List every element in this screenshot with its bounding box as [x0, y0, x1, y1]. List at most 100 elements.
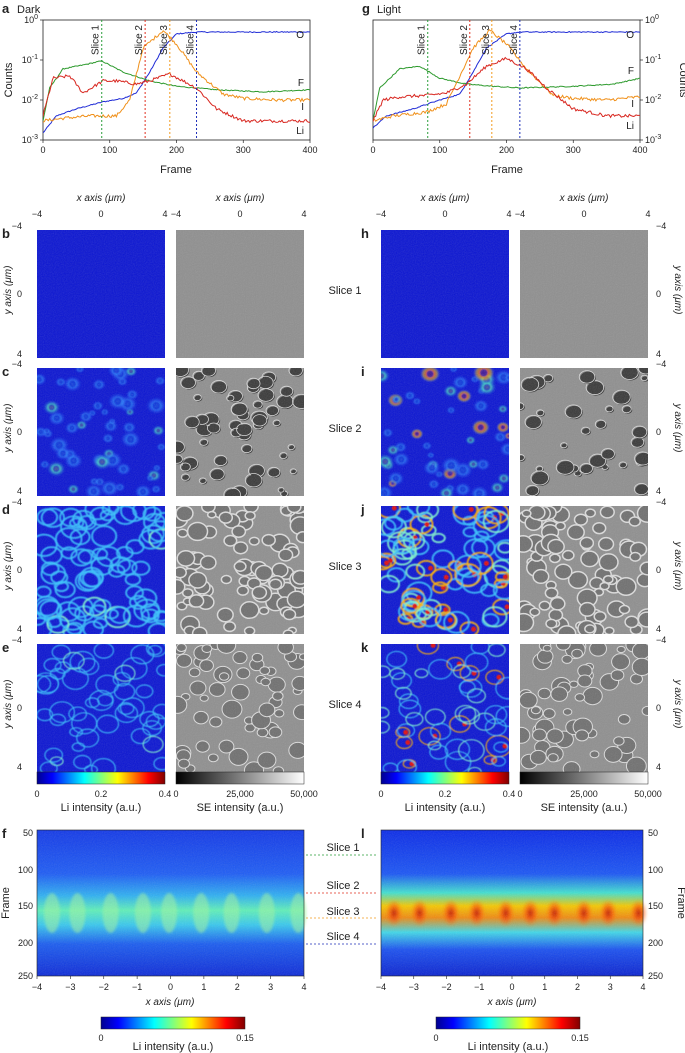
li-kymo-colorbar-left	[100, 1016, 246, 1030]
x-tick-label: 0	[40, 145, 45, 155]
svg-text:0: 0	[17, 427, 22, 437]
svg-text:0: 0	[656, 427, 661, 437]
slice-marker-label-1: Slice 1	[417, 25, 428, 55]
svg-text:4: 4	[162, 209, 167, 219]
svg-text:0: 0	[17, 565, 22, 575]
li-kymo-colorbar-label-right: Li intensity (a.u.)	[468, 1041, 549, 1053]
map-h-xaxis-label: x axis (μm)	[420, 193, 470, 204]
svg-text:4: 4	[656, 624, 661, 634]
svg-text:−4: −4	[12, 635, 22, 645]
map-j-se	[520, 506, 648, 634]
map-grid	[37, 230, 648, 772]
map-e-se	[176, 644, 304, 772]
slice-label-2: Slice 2	[328, 423, 361, 435]
series-label-li: Li	[296, 126, 304, 137]
map-h-se	[520, 230, 648, 358]
x-tick-label: 400	[302, 145, 317, 155]
svg-text:50: 50	[648, 828, 658, 838]
map-top-ticks: −4 0 4 −4 0 4 −4 0 4 −4 0 4	[32, 209, 651, 219]
kymo-x-tick-label: 2	[235, 982, 240, 992]
colorbars-maps: 0 0.2 0.4 0 25,000 50,000 0 0.2 0.4 0 25…	[34, 771, 662, 814]
svg-text:100: 100	[648, 865, 663, 875]
svg-text:25,000: 25,000	[570, 789, 598, 799]
svg-text:0: 0	[581, 209, 586, 219]
svg-text:250: 250	[18, 971, 33, 981]
kymograph-l-ylabel: Frame	[675, 887, 685, 919]
kymo-x-tick-label: 0	[509, 982, 514, 992]
svg-text:0: 0	[656, 703, 661, 713]
svg-text:4: 4	[17, 349, 22, 359]
slice-marker-label-3: Slice 3	[481, 25, 492, 55]
colorbars-kymo: 0 0.15 0 0.15 Li intensity (a.u.) Li int…	[98, 1016, 589, 1053]
series-line-o	[43, 30, 310, 134]
kymograph-l	[380, 829, 648, 977]
se-colorbar-label-right: SE intensity (a.u.)	[541, 802, 628, 814]
series-label-o: O	[296, 30, 304, 41]
svg-text:0: 0	[433, 1033, 438, 1043]
panel-letter-d: d	[2, 502, 10, 517]
li-colorbar-label-left: Li intensity (a.u.)	[61, 802, 142, 814]
slice-marker-label-1: Slice 1	[91, 25, 102, 55]
chart-g-frame	[372, 19, 641, 141]
li-colorbar-label-right: Li intensity (a.u.)	[405, 802, 486, 814]
panel-letter-h: h	[361, 226, 369, 241]
series-line-f	[43, 59, 310, 122]
series-label-li: Li	[626, 121, 634, 132]
chart-a-xlabel: Frame	[160, 164, 192, 176]
chart-g-ylabel: Counts	[677, 63, 685, 98]
svg-text:0: 0	[378, 789, 383, 799]
header-light: Light	[377, 4, 401, 16]
svg-text:−4: −4	[171, 209, 181, 219]
map-i-se	[520, 368, 648, 496]
svg-text:150: 150	[18, 901, 33, 911]
svg-text:0: 0	[17, 703, 22, 713]
panel-letter-l: l	[361, 826, 365, 841]
chart-a-depth-profile: Slice 1 Slice 2 Slice 3 Slice 4 0 100 200 300 4…	[3, 14, 318, 176]
slice-connectors: Slice 1 Slice 2 Slice 3 Slice 4	[306, 842, 378, 945]
map-left-yaxes: −4 0 4 −4 0 4 −4 0 4 −4 0 4 y axis (μm) y axis (…	[3, 221, 22, 772]
kymo-x-tick-label: −4	[32, 982, 42, 992]
map-c-yaxis-label: y axis (μm)	[3, 404, 14, 454]
svg-text:0: 0	[656, 289, 661, 299]
slice-marker-label-2: Slice 2	[134, 25, 145, 55]
slice-marker-label-3: Slice 3	[159, 25, 170, 55]
svg-text:−4: −4	[12, 359, 22, 369]
series-line-li	[373, 56, 640, 122]
series-label-i: I	[301, 102, 304, 113]
svg-text:0.15: 0.15	[571, 1033, 589, 1043]
connector-slice-4: Slice 4	[326, 931, 359, 943]
chart-a-frame	[42, 19, 311, 141]
series-line-i	[373, 28, 640, 122]
kymo-x-tick-label: 3	[268, 982, 273, 992]
connector-slice-2: Slice 2	[326, 880, 359, 892]
map-top-axes: x axis (μm) x axis (μm) x axis (μm) x ax…	[32, 193, 651, 219]
x-tick-label: 400	[632, 145, 647, 155]
svg-text:0: 0	[34, 789, 39, 799]
kymo-x-tick-label: −3	[409, 982, 419, 992]
svg-text:0.15: 0.15	[236, 1033, 254, 1043]
kymo-x-tick-label: 1	[201, 982, 206, 992]
svg-text:4: 4	[301, 209, 306, 219]
kymo-x-tick-label: 4	[301, 982, 306, 992]
svg-text:−4: −4	[656, 497, 666, 507]
slice-marker-label-4: Slice 4	[509, 25, 520, 55]
panel-letter-c: c	[2, 364, 9, 379]
kymo-x-tick-label: −1	[474, 982, 484, 992]
kymo-x-tick-label: 2	[575, 982, 580, 992]
slice-label-1: Slice 1	[328, 285, 361, 297]
connector-slice-3: Slice 3	[326, 906, 359, 918]
svg-text:4: 4	[656, 349, 661, 359]
li-colorbar-left	[36, 771, 166, 785]
kymograph-l-xlabel: x axis (μm)	[487, 997, 537, 1008]
y-tick-label: 10-2	[645, 94, 661, 105]
map-d-yaxis-label: y axis (μm)	[3, 542, 14, 592]
svg-text:−4: −4	[515, 209, 525, 219]
slice-label-4: Slice 4	[328, 699, 361, 711]
panel-letter-j: j	[360, 502, 365, 517]
series-label-o: O	[626, 30, 634, 41]
header-dark: Dark	[17, 4, 41, 16]
panel-letter-e: e	[2, 640, 9, 655]
svg-text:4: 4	[17, 624, 22, 634]
svg-text:200: 200	[648, 938, 663, 948]
svg-text:−4: −4	[32, 209, 42, 219]
